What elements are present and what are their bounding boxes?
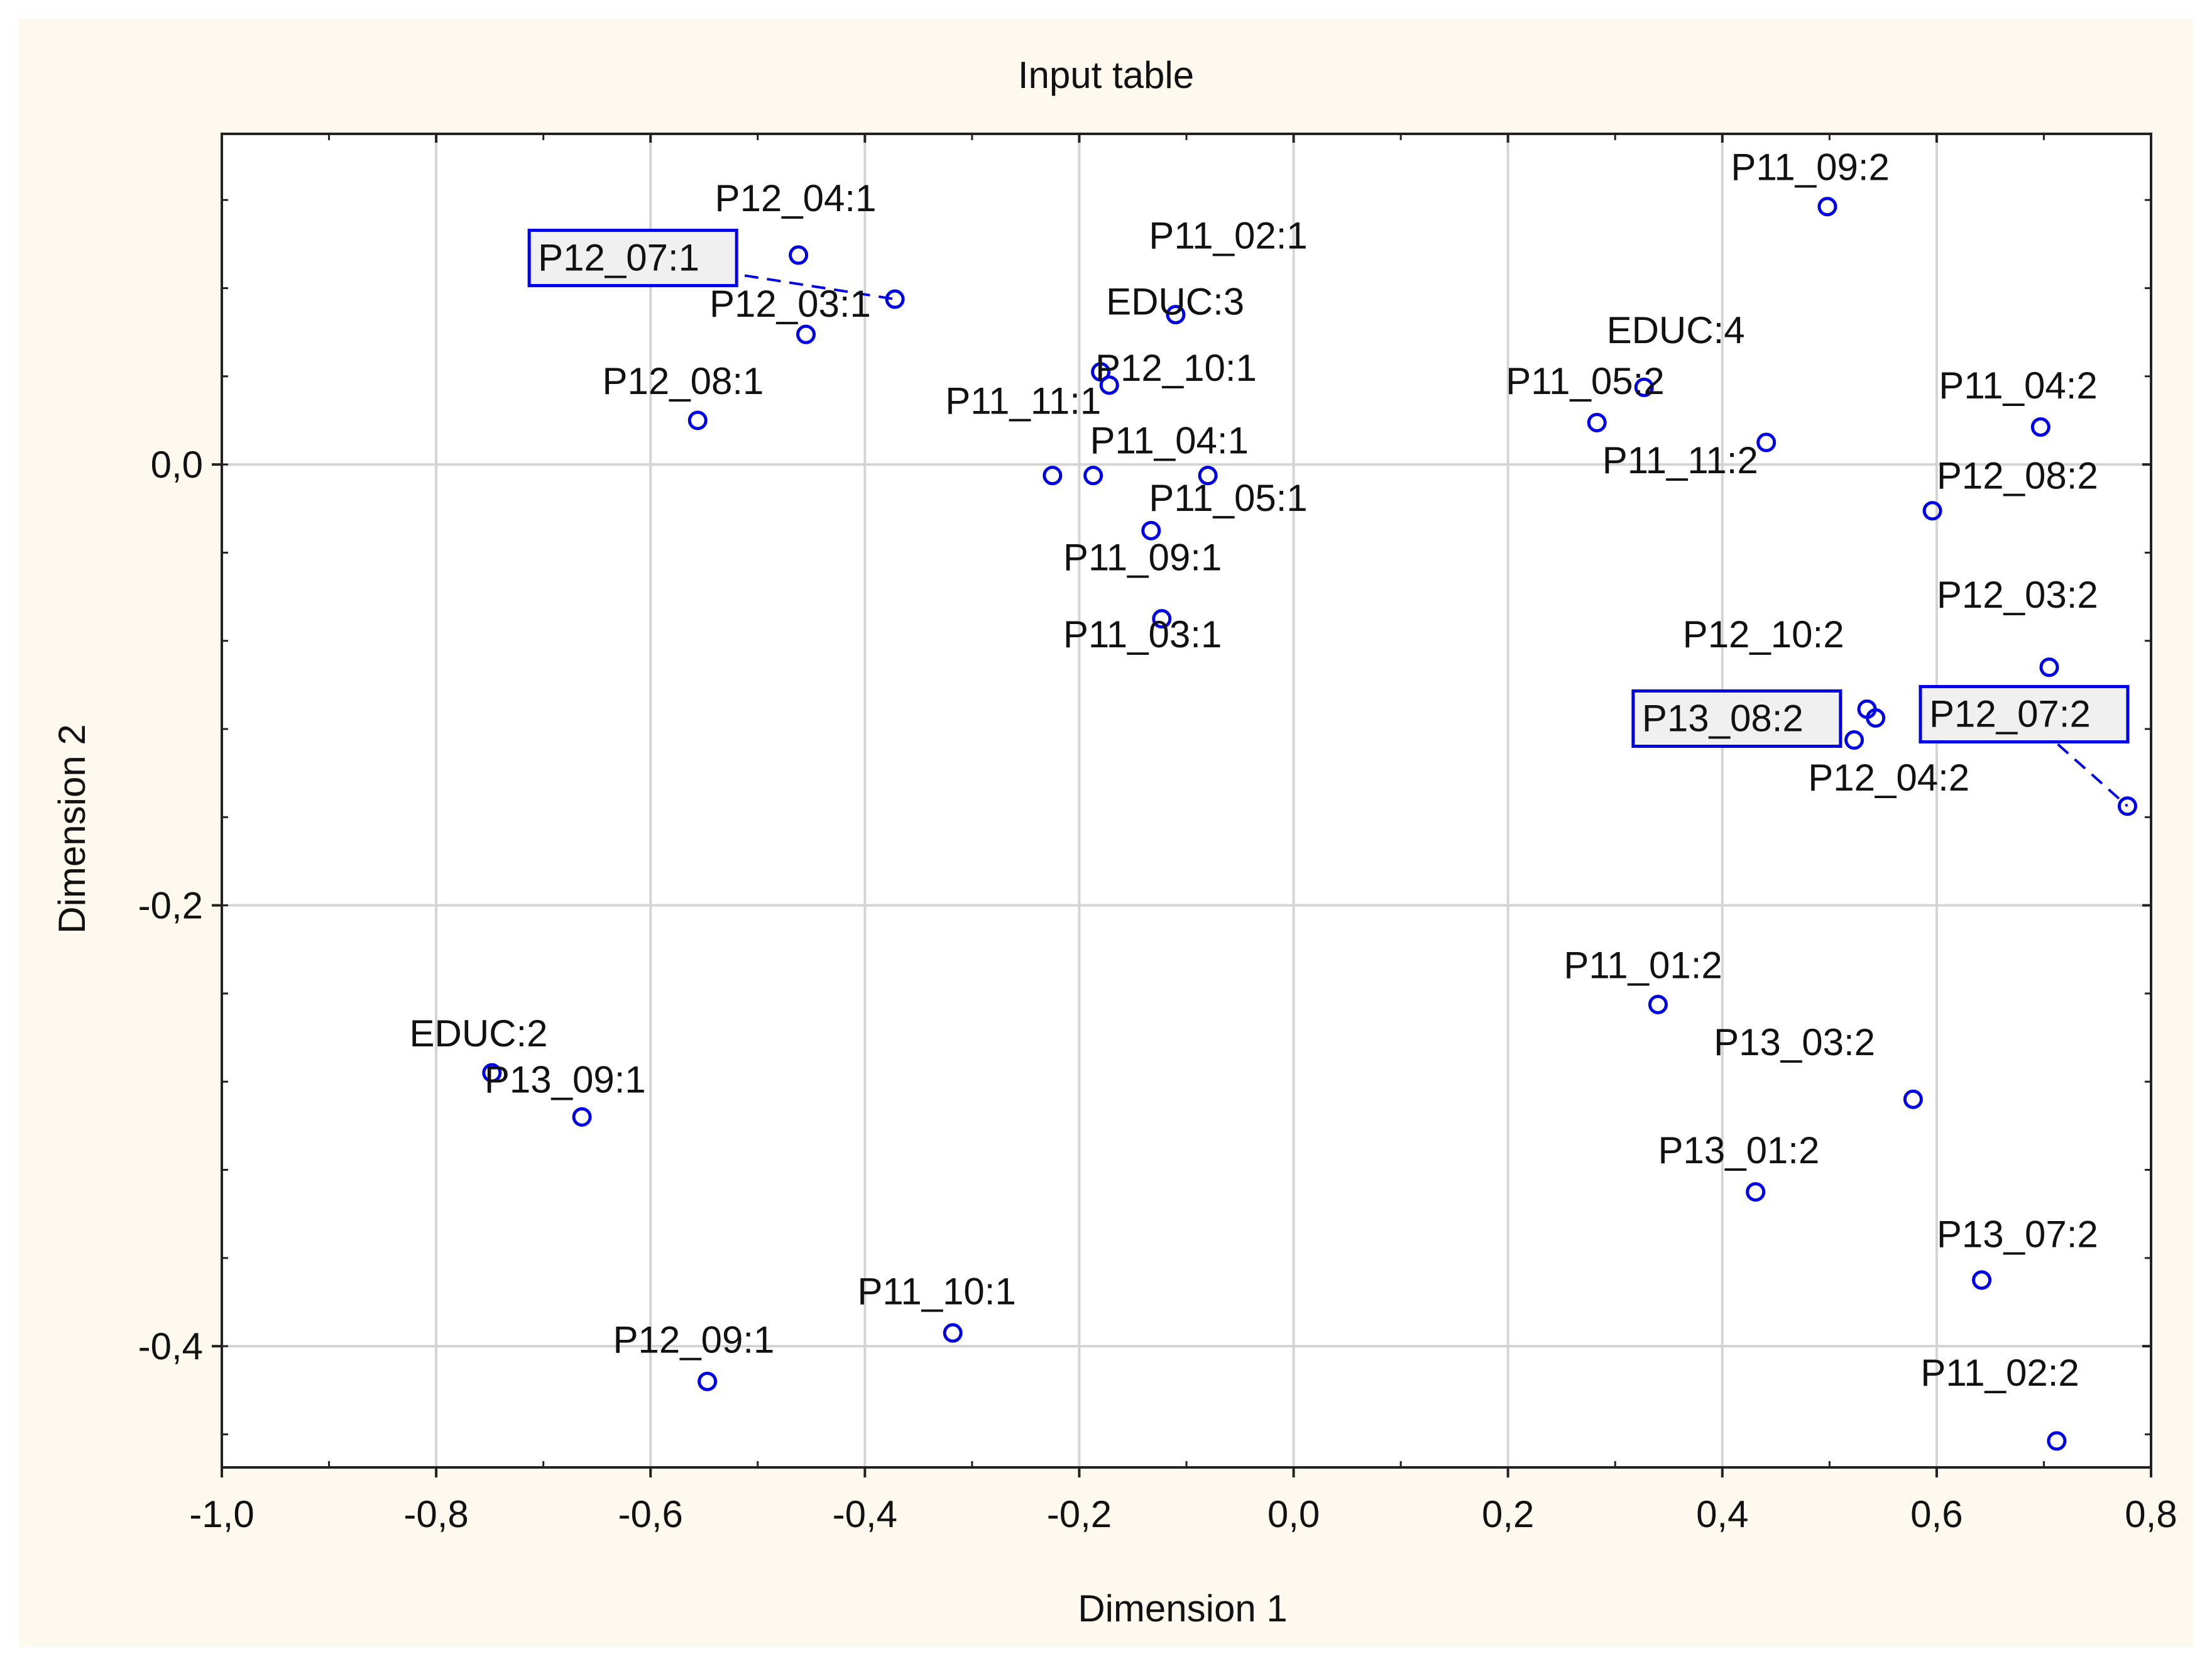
data-point-label: P11_09:1 [1063,536,1222,578]
data-point-marker [2030,417,2050,437]
data-point-marker [1972,1270,1992,1290]
data-point-marker [1083,466,1103,486]
data-point-marker [1043,466,1063,486]
x-tick-label: -0,8 [403,1493,468,1535]
data-point-marker [2047,1431,2067,1451]
data-point-label: EDUC:2 [409,1012,547,1055]
data-point-marker [1634,377,1654,397]
data-point-marker [2117,796,2137,816]
x-tick-label: 0,8 [2125,1493,2177,1535]
chart-frame: Input table Dimension 1 Dimension 2 -1,0… [19,19,2193,1647]
x-axis-title: Dimension 1 [1078,1587,1288,1630]
data-point-marker [943,1323,963,1343]
y-tick-label: -0,2 [138,885,203,927]
data-point-marker [482,1063,502,1083]
data-point-label: P12_08:2 [1937,455,2098,497]
x-tick-label: -0,4 [833,1493,897,1535]
data-point-label: P12_10:2 [1683,613,1844,655]
data-point-marker [572,1107,592,1127]
chart-canvas: Input table Dimension 1 Dimension 2 -1,0… [51,54,2177,1630]
data-point-marker [1844,730,1864,750]
data-point-marker [796,324,816,344]
data-point-marker [687,410,708,430]
data-point-marker [1903,1089,1923,1109]
data-point-label: P13_09:1 [485,1059,646,1101]
data-point-marker [1152,609,1172,629]
x-tick-label: -1,0 [189,1493,254,1535]
data-point-marker [1099,375,1119,395]
data-point-label: P11_04:2 [1939,364,2097,407]
y-tick-label: 0,0 [151,444,203,486]
x-tick-label: 0,0 [1268,1493,1320,1535]
data-point-label: P13_03:2 [1714,1021,1875,1063]
data-point-marker [1922,501,1942,521]
data-point-marker [2039,657,2059,677]
data-point-label: EDUC:4 [1607,309,1745,351]
plot-area: -1,0 -0,8 -0,6 -0,4 -0,2 0,0 0,2 0,4 0,6 0,8 0,0 -0… [138,133,2177,1535]
highlight-point-label: P12_07:2 [1929,693,2091,735]
highlight-point-label: P12_07:1 [538,236,699,278]
data-point-label: P12_03:1 [709,283,871,325]
plot-background [222,134,2151,1467]
data-point-label: P13_07:2 [1937,1213,2098,1255]
data-point-label: P12_03:2 [1937,574,2098,616]
data-point-marker [1866,708,1886,728]
data-point-label: EDUC:3 [1106,281,1244,323]
data-point-label: P11_02:1 [1149,214,1307,256]
x-tick-label: 0,2 [1482,1493,1534,1535]
data-point-label: P11_05:1 [1149,477,1307,519]
data-point-label: P11_02:2 [1920,1352,2079,1394]
x-tick-label: 0,6 [1910,1493,1963,1535]
data-point-label: P11_05:2 [1506,360,1664,402]
x-tick-label: 0,4 [1696,1493,1748,1535]
data-point-marker [698,1371,718,1391]
data-point-label: P11_10:1 [857,1270,1016,1312]
data-point-marker [885,289,905,309]
data-point-label: P12_04:1 [715,177,877,219]
data-point-marker [1198,466,1218,486]
x-tick-label: -0,2 [1047,1493,1112,1535]
data-point-label: P12_04:2 [1808,757,1969,799]
x-tick-label: -0,6 [618,1493,683,1535]
data-point-marker [1587,412,1607,432]
highlight-label-box [1631,689,1842,748]
highlight-label-box [1919,685,2130,744]
chart-title: Input table [1018,54,1194,96]
highlight-label-box [527,228,738,287]
data-point-marker [1746,1182,1766,1202]
data-point-marker [789,245,809,265]
data-point-marker [1091,362,1111,382]
plot-border [221,133,2152,1469]
data-point-marker [1648,994,1668,1014]
data-point-label: P11_03:1 [1063,613,1222,655]
data-point-label: P13_01:2 [1658,1129,1819,1171]
data-point-marker [1756,432,1777,452]
y-tick-label: -0,4 [138,1325,203,1367]
data-point-label: P11_11:2 [1602,439,1758,481]
data-point-label: P11_11:1 [945,380,1101,422]
data-point-marker [1141,520,1161,540]
data-point-label: P12_08:1 [602,360,764,402]
data-point-marker [1817,197,1837,217]
data-point-marker [1166,305,1186,325]
data-point-label: P11_04:1 [1090,420,1249,462]
highlight-point-label: P13_08:2 [1642,698,1804,740]
data-point-label: P11_09:2 [1731,146,1889,189]
y-axis-title: Dimension 2 [51,724,93,934]
data-point-label: P12_10:1 [1095,347,1257,389]
data-point-label: P12_09:1 [613,1319,775,1361]
data-point-label: P11_01:2 [1563,944,1722,986]
